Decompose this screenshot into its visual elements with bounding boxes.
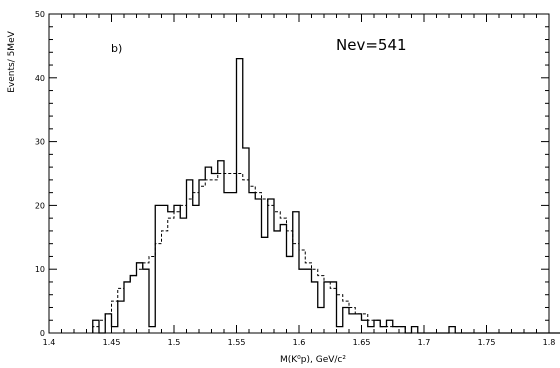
x-tick-label: 1.65 — [353, 338, 371, 347]
x-tick-label: 1.5 — [168, 338, 181, 347]
y-tick-label: 10 — [35, 265, 45, 274]
y-tick-label: 50 — [35, 10, 45, 19]
histogram-series-layer — [92, 58, 560, 334]
y-tick-label: 20 — [35, 201, 45, 210]
x-tick-label: 1.55 — [228, 338, 246, 347]
histogram-dashed-line — [92, 173, 418, 334]
y-axis-title: Events/ 5MeV — [7, 30, 17, 92]
y-tick-label: 30 — [35, 138, 45, 147]
x-tick-label: 1.4 — [43, 338, 56, 347]
panel-label: b) — [111, 42, 122, 55]
x-tick-label: 1.8 — [543, 338, 556, 347]
y-tick-label: 0 — [40, 329, 45, 338]
y-tick-label: 40 — [35, 74, 45, 83]
x-tick-label: 1.45 — [103, 338, 121, 347]
event-count-annotation: Nev=541 — [336, 36, 407, 54]
x-tick-label: 1.6 — [293, 338, 306, 347]
x-tick-label: 1.75 — [478, 338, 496, 347]
x-tick-label: 1.7 — [418, 338, 431, 347]
axis-ticks-layer: 1.4 1.45 1.5 1.55 1.6 1.65 1.7 1.75 1.8 0 10 20 30 40… — [35, 10, 556, 347]
x-axis-title: M(K⁰p), GeV/c² — [280, 355, 346, 365]
histogram-solid-line — [92, 58, 560, 334]
